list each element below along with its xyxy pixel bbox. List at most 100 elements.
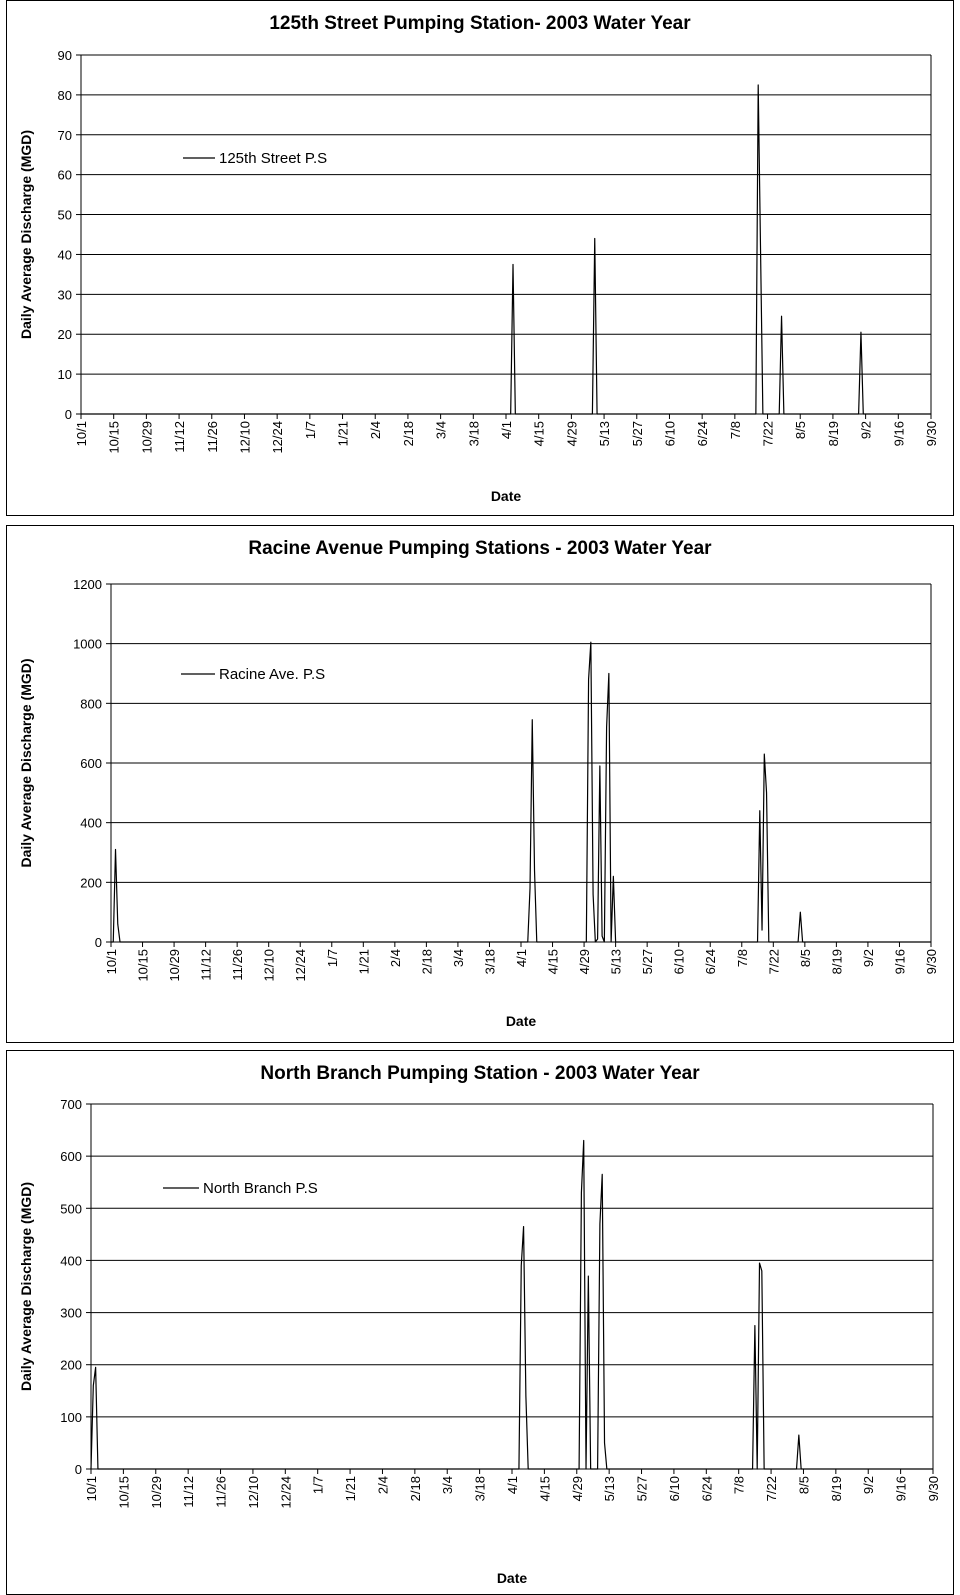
y-tick-label: 500 bbox=[60, 1201, 82, 1216]
x-tick-label: 12/10 bbox=[237, 421, 252, 454]
x-tick-label: 7/8 bbox=[735, 949, 750, 967]
x-tick-label: 8/5 bbox=[798, 949, 813, 967]
x-tick-label: 9/30 bbox=[926, 1476, 941, 1501]
x-tick-label: 5/13 bbox=[602, 1476, 617, 1501]
y-tick-label: 400 bbox=[60, 1253, 82, 1268]
y-tick-label: 10 bbox=[58, 367, 72, 382]
x-tick-label: 10/15 bbox=[136, 949, 151, 982]
x-tick-label: 4/29 bbox=[577, 949, 592, 974]
y-tick-label: 0 bbox=[95, 935, 102, 950]
x-tick-label: 6/10 bbox=[672, 949, 687, 974]
x-tick-label: 2/18 bbox=[401, 421, 416, 446]
x-tick-label: 10/29 bbox=[149, 1476, 164, 1509]
x-tick-label: 3/18 bbox=[466, 421, 481, 446]
x-tick-label: 10/15 bbox=[107, 421, 122, 454]
y-tick-label: 800 bbox=[80, 696, 102, 711]
y-tick-label: 30 bbox=[58, 287, 72, 302]
y-tick-label: 40 bbox=[58, 247, 72, 262]
y-axis-title: Daily Average Discharge (MGD) bbox=[18, 130, 34, 339]
x-tick-label: 9/30 bbox=[924, 421, 939, 446]
x-tick-label: 12/10 bbox=[262, 949, 277, 982]
y-tick-label: 100 bbox=[60, 1410, 82, 1425]
x-tick-label: 8/5 bbox=[793, 421, 808, 439]
y-tick-label: 600 bbox=[60, 1149, 82, 1164]
x-tick-label: 12/24 bbox=[293, 949, 308, 982]
x-tick-label: 1/21 bbox=[336, 421, 351, 446]
series-line bbox=[90, 1139, 933, 1470]
x-tick-label: 4/15 bbox=[532, 421, 547, 446]
y-tick-label: 200 bbox=[80, 875, 102, 890]
y-tick-label: 0 bbox=[75, 1462, 82, 1477]
x-tick-label: 10/15 bbox=[116, 1476, 131, 1509]
x-tick-label: 12/24 bbox=[270, 421, 285, 454]
y-tick-label: 60 bbox=[58, 168, 72, 183]
y-tick-label: 200 bbox=[60, 1358, 82, 1373]
x-tick-label: 12/24 bbox=[278, 1476, 293, 1509]
y-tick-label: 1000 bbox=[73, 637, 102, 652]
x-tick-label: 5/27 bbox=[640, 949, 655, 974]
x-tick-label: 4/1 bbox=[505, 1476, 520, 1494]
x-tick-label: 11/26 bbox=[214, 1476, 229, 1508]
x-tick-label: 4/1 bbox=[499, 421, 514, 439]
x-tick-label: 10/1 bbox=[84, 1476, 99, 1501]
x-tick-label: 1/21 bbox=[343, 1476, 358, 1501]
x-tick-label: 6/24 bbox=[703, 949, 718, 974]
chart-panel-racine-avenue: Racine Avenue Pumping Stations - 2003 Wa… bbox=[6, 525, 954, 1043]
y-tick-label: 600 bbox=[80, 756, 102, 771]
chart-title: 125th Street Pumping Station- 2003 Water… bbox=[269, 13, 691, 34]
x-tick-label: 2/4 bbox=[375, 1476, 390, 1494]
x-tick-label: 6/24 bbox=[695, 421, 710, 446]
x-tick-label: 4/29 bbox=[564, 421, 579, 446]
x-axis-title: Date bbox=[506, 1013, 537, 1029]
x-tick-label: 6/10 bbox=[667, 1476, 682, 1501]
chart-125th-street: 125th Street Pumping Station- 2003 Water… bbox=[18, 13, 939, 504]
x-tick-label: 6/24 bbox=[699, 1476, 714, 1501]
x-tick-label: 10/1 bbox=[104, 949, 119, 974]
chart-panel-north-branch: North Branch Pumping Station - 2003 Wate… bbox=[6, 1050, 954, 1595]
legend-label: North Branch P.S bbox=[203, 1180, 318, 1197]
x-tick-label: 9/2 bbox=[859, 421, 874, 439]
y-tick-label: 80 bbox=[58, 88, 72, 103]
x-tick-label: 9/16 bbox=[891, 421, 906, 446]
y-tick-label: 50 bbox=[58, 208, 72, 223]
y-tick-label: 20 bbox=[58, 327, 72, 342]
x-tick-label: 4/15 bbox=[537, 1476, 552, 1501]
x-tick-label: 10/29 bbox=[167, 949, 182, 982]
x-axis-title: Date bbox=[497, 1570, 528, 1586]
x-tick-label: 8/5 bbox=[796, 1476, 811, 1494]
x-tick-label: 12/10 bbox=[246, 1476, 261, 1509]
x-tick-label: 10/1 bbox=[74, 421, 89, 446]
chart-north-branch: North Branch Pumping Station - 2003 Wate… bbox=[18, 1063, 941, 1586]
x-tick-label: 10/29 bbox=[139, 421, 154, 454]
x-tick-label: 5/27 bbox=[630, 421, 645, 446]
y-axis-title: Daily Average Discharge (MGD) bbox=[18, 658, 34, 867]
x-tick-label: 3/4 bbox=[434, 421, 449, 439]
x-tick-label: 11/26 bbox=[205, 421, 220, 453]
x-tick-label: 5/13 bbox=[609, 949, 624, 974]
chart-racine-avenue: Racine Avenue Pumping Stations - 2003 Wa… bbox=[18, 538, 939, 1029]
x-tick-label: 2/18 bbox=[419, 949, 434, 974]
x-tick-label: 1/7 bbox=[325, 949, 340, 967]
x-tick-label: 11/12 bbox=[172, 421, 187, 453]
x-tick-label: 2/18 bbox=[408, 1476, 423, 1501]
y-tick-label: 0 bbox=[65, 407, 72, 422]
x-tick-label: 8/19 bbox=[829, 1476, 844, 1501]
x-tick-label: 9/2 bbox=[861, 949, 876, 967]
x-tick-label: 1/7 bbox=[311, 1476, 326, 1494]
x-tick-label: 3/4 bbox=[440, 1476, 455, 1494]
x-tick-label: 8/19 bbox=[829, 949, 844, 974]
y-tick-label: 1200 bbox=[73, 577, 102, 592]
x-tick-label: 9/16 bbox=[894, 1476, 909, 1501]
x-tick-label: 7/22 bbox=[764, 1476, 779, 1501]
x-tick-label: 9/16 bbox=[892, 949, 907, 974]
x-tick-label: 4/15 bbox=[546, 949, 561, 974]
x-tick-label: 9/30 bbox=[924, 949, 939, 974]
x-tick-label: 2/4 bbox=[388, 949, 403, 967]
x-tick-label: 7/22 bbox=[766, 949, 781, 974]
y-axis-title: Daily Average Discharge (MGD) bbox=[18, 1182, 34, 1391]
x-tick-label: 3/4 bbox=[451, 949, 466, 967]
x-tick-label: 8/19 bbox=[826, 421, 841, 446]
x-tick-label: 7/8 bbox=[728, 421, 743, 439]
x-tick-label: 4/1 bbox=[514, 949, 529, 967]
x-axis-title: Date bbox=[491, 488, 522, 504]
